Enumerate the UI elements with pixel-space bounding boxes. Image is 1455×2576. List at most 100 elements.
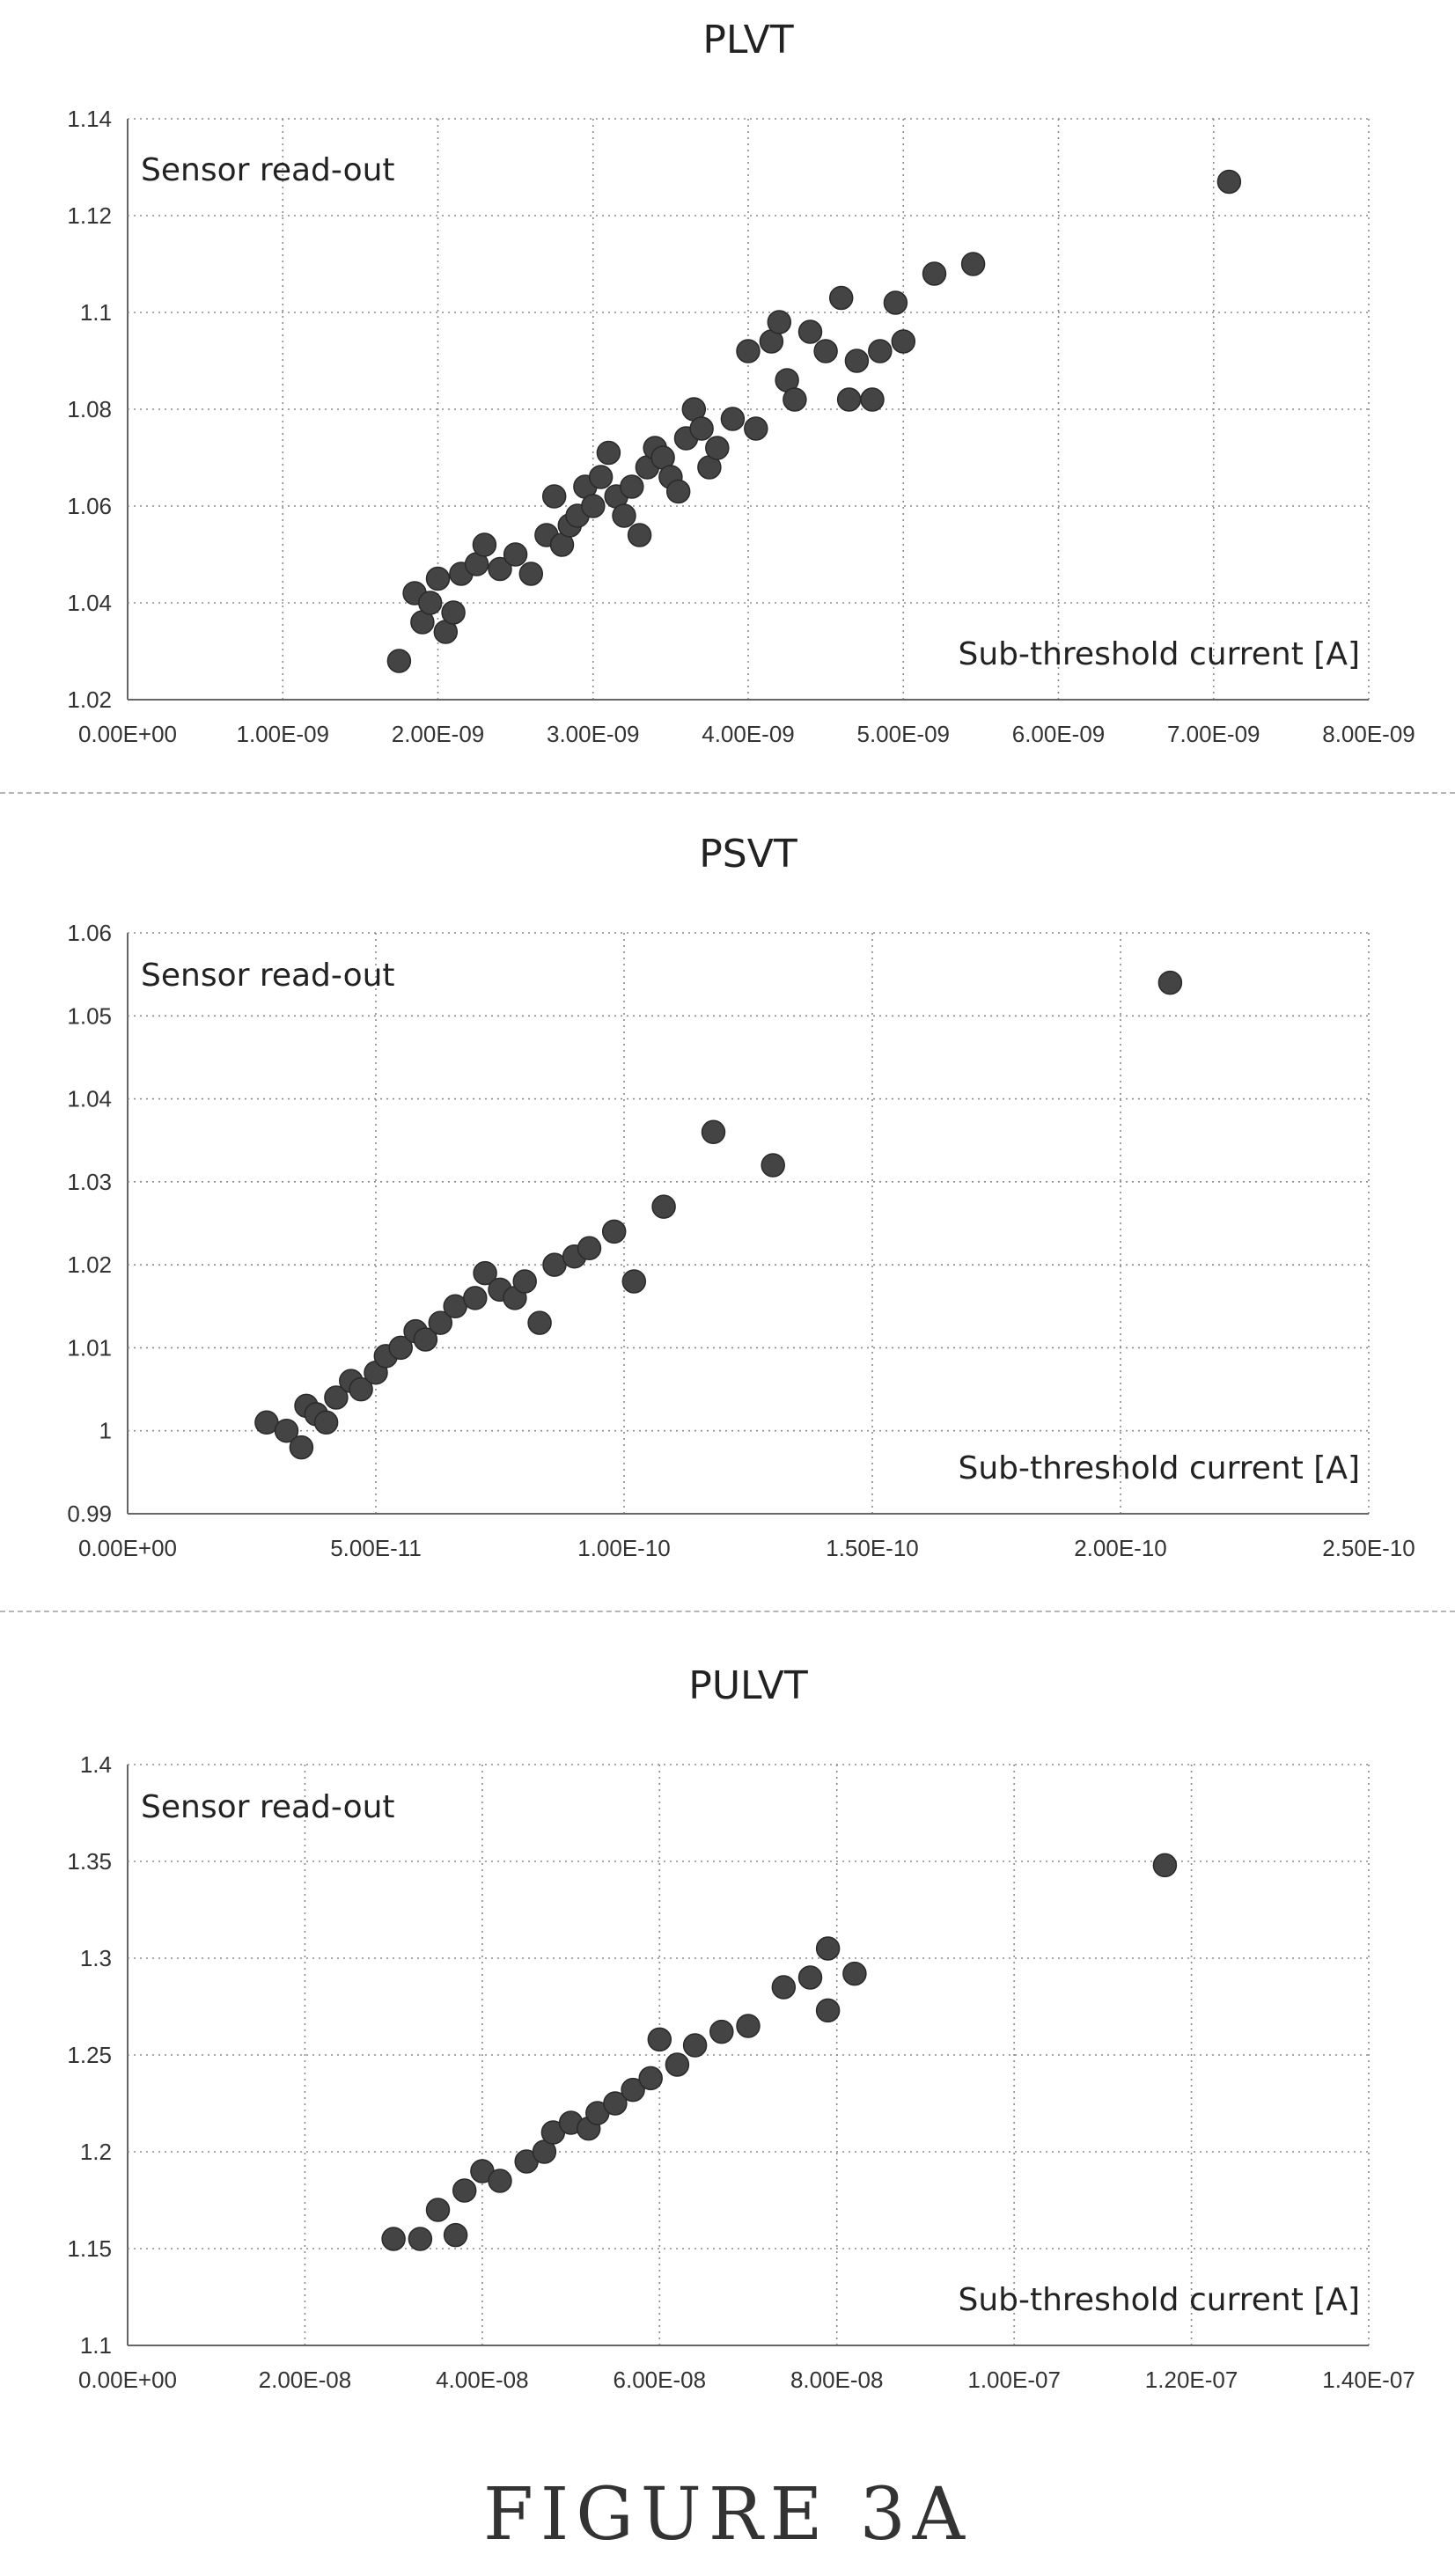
x-tick-label: 6.00E-09 (1012, 721, 1106, 747)
data-point (767, 310, 792, 334)
x-tick-label: 1.00E-10 (577, 1535, 671, 1561)
chart-title: PLVT (702, 18, 793, 62)
data-point (417, 591, 443, 615)
data-point (891, 329, 916, 354)
data-point (581, 494, 606, 518)
y-axis-annotation: Sensor read-out (141, 1789, 395, 1825)
data-point (518, 561, 544, 586)
y-tick-label: 1.1 (80, 2332, 112, 2359)
data-point (527, 1310, 552, 1335)
data-point (512, 1269, 537, 1294)
data-point (815, 1936, 841, 1961)
plvt-chart: PLVT 0.00E+00 1.00E-09 2.00E-09 3.00E-09 4.00… (67, 18, 1415, 747)
y-tick-label: 1.4 (80, 1751, 112, 1778)
y-tick-label: 1.03 (67, 1169, 112, 1195)
data-point (577, 1236, 602, 1261)
x-tick-label: 8.00E-08 (790, 2367, 884, 2393)
data-point (603, 2091, 628, 2116)
y-tick-label: 1.2 (80, 2139, 112, 2165)
data-point (783, 387, 807, 412)
data-point (463, 1286, 488, 1310)
x-tick-label: 2.00E-08 (259, 2367, 352, 2393)
x-tick-label: 0.00E+00 (78, 1535, 177, 1561)
data-point (503, 542, 528, 567)
data-point (472, 532, 497, 557)
data-point (441, 600, 466, 625)
data-point (627, 523, 652, 547)
y-tick-label: 1.01 (67, 1334, 112, 1361)
data-point (601, 1219, 627, 1244)
y-axis-annotation: Sensor read-out (141, 958, 395, 994)
x-tick-label: 5.00E-09 (856, 721, 950, 747)
x-tick-label: 1.00E-09 (236, 721, 329, 747)
data-point (761, 1153, 785, 1178)
data-point (620, 474, 644, 499)
y-tick-label: 1.04 (67, 590, 112, 616)
y-tick-label: 1.1 (80, 299, 112, 326)
x-tick-label: 3.00E-09 (547, 721, 640, 747)
y-tick-label: 1.06 (67, 493, 112, 519)
data-point (1216, 169, 1242, 194)
data-point (1152, 1853, 1178, 1878)
x-tick-label: 4.00E-09 (702, 721, 795, 747)
data-point (705, 436, 730, 460)
x-tick-label: 2.50E-10 (1322, 1535, 1415, 1561)
data-point (425, 2198, 451, 2222)
data-point (815, 1998, 841, 2023)
chart-separator (0, 792, 1455, 794)
y-axis-annotation: Sensor read-out (141, 152, 395, 188)
x-axis-annotation: Sub-threshold current [A] (958, 2282, 1360, 2318)
x-tick-label: 1.20E-07 (1145, 2367, 1238, 2393)
data-point (428, 1310, 453, 1335)
figure-caption: FIGURE 3A (483, 2473, 972, 2557)
chart-title: PULVT (688, 1663, 808, 1708)
y-tick-label: 1.04 (67, 1086, 112, 1112)
x-tick-label: 5.00E-11 (330, 1535, 422, 1561)
x-tick-label: 7.00E-09 (1167, 721, 1260, 747)
data-point (701, 1119, 726, 1145)
y-tick-label: 1.15 (67, 2235, 112, 2262)
data-point (744, 416, 768, 441)
x-axis-annotation: Sub-threshold current [A] (958, 1450, 1360, 1486)
x-axis-annotation: Sub-threshold current [A] (958, 636, 1360, 672)
data-point (682, 2033, 708, 2058)
data-point (541, 484, 567, 509)
x-tick-label: 6.00E-08 (614, 2367, 707, 2393)
data-point (596, 440, 621, 466)
data-point (425, 566, 451, 591)
data-point (771, 1975, 797, 2000)
data-point (868, 339, 893, 363)
y-tick-label: 1.35 (67, 1848, 112, 1875)
data-point (665, 479, 691, 504)
data-point (736, 339, 761, 363)
data-point (860, 387, 885, 412)
data-point (828, 285, 854, 311)
y-tick-label: 1.02 (67, 686, 112, 713)
data-point (720, 407, 746, 431)
data-point (588, 465, 614, 489)
data-point (647, 2027, 672, 2052)
chart-separator (0, 1611, 1455, 1612)
data-point (883, 290, 908, 315)
y-tick-label: 1.12 (67, 202, 112, 229)
x-tick-label: 8.00E-09 (1322, 721, 1415, 747)
y-tick-label: 1.3 (80, 1945, 112, 1971)
data-point (473, 1260, 497, 1286)
data-point (1157, 970, 1183, 995)
chart-title: PSVT (699, 832, 797, 877)
y-tick-label: 1.06 (67, 920, 112, 946)
x-tick-label: 4.00E-08 (436, 2367, 529, 2393)
data-point (836, 387, 862, 412)
data-point (689, 416, 714, 441)
data-point (842, 1961, 867, 1986)
data-point (388, 1335, 413, 1361)
data-point (324, 1385, 349, 1410)
data-point (413, 1327, 438, 1352)
data-point (443, 2222, 468, 2248)
x-tick-label: 1.00E-07 (967, 2367, 1061, 2393)
data-point (960, 252, 986, 276)
data-point (313, 1410, 339, 1435)
data-point (736, 2014, 761, 2038)
data-point (638, 2066, 663, 2091)
